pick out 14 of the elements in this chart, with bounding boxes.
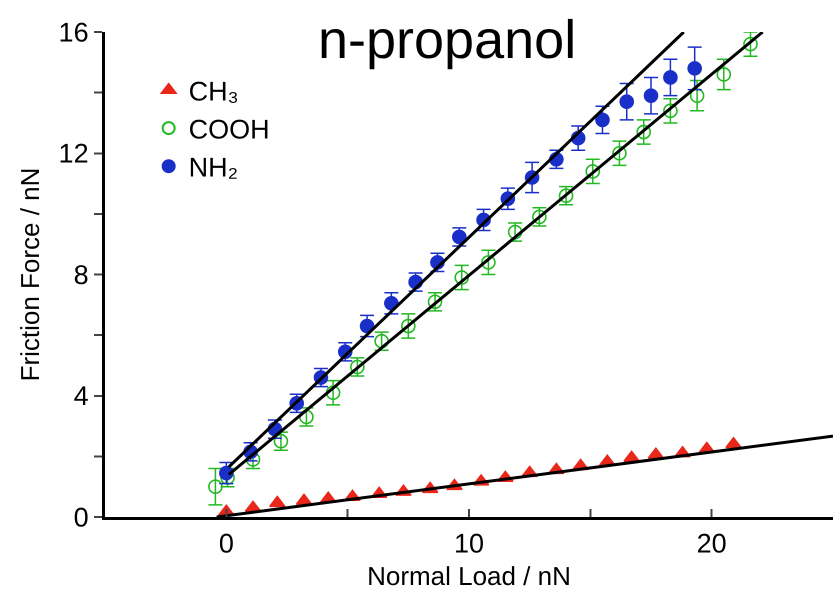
legend-label: CH₃ [188, 76, 239, 107]
y-tick-label: 16 [58, 17, 89, 48]
y-tick-label: 4 [74, 381, 89, 412]
x-axis-title: Normal Load / nN [367, 561, 571, 592]
legend-label: NH₂ [188, 152, 238, 183]
y-tick-label: 0 [74, 502, 89, 532]
legend-label: COOH [188, 114, 270, 145]
x-tick-label: 10 [454, 528, 484, 558]
chart-title: n-propanol [318, 10, 576, 70]
y-tick-label: 12 [58, 138, 89, 169]
y-axis-title: Friction Force / nN [14, 168, 45, 382]
x-tick-label: 20 [696, 528, 727, 558]
x-tick-label: 0 [218, 528, 234, 558]
y-tick-label: 8 [74, 260, 89, 290]
